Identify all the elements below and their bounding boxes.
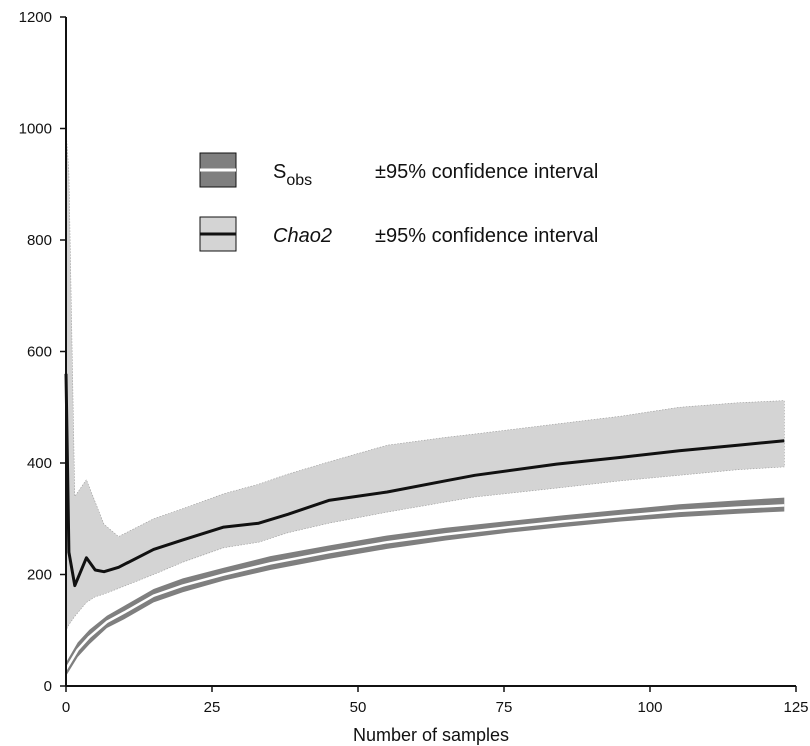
series-lines [64,373,785,670]
y-tick-label: 1000 [19,121,52,138]
ci-band-sobs [66,497,785,676]
x-tick-label: 25 [204,699,221,716]
confidence-bands [65,128,785,676]
legend-label: Chao2 [273,225,332,247]
legend-label-sub: obs [286,172,312,189]
y-tick-label: 400 [27,455,52,472]
x-tick-label: 75 [496,699,513,716]
ci-band-chao2 [65,128,785,631]
ticks: 0 25 50 75 100 125 0 200 400 600 800 1000 1200 [19,9,809,716]
legend-ci-label: ±95% confidence interval [375,161,598,183]
y-tick-label: 800 [27,232,52,249]
y-tick-label: 200 [27,567,52,584]
legend: Sobs ±95% confidence interval Chao2 ±95% co… [199,152,598,252]
x-tick-label: 125 [783,699,808,716]
x-tick-label: 50 [350,699,367,716]
legend-label-main: Chao2 [273,225,332,247]
series-line-chao2 [64,373,785,588]
y-tick-label: 1200 [19,9,52,26]
y-tick-label: 0 [44,678,52,695]
series-line-sobs [64,504,785,670]
legend-item-sobs: Sobs ±95% confidence interval [199,152,598,189]
legend-label-main: S [273,161,286,183]
y-tick-label: 600 [27,344,52,361]
x-tick-label: 100 [637,699,662,716]
legend-label: Sobs [273,161,312,189]
legend-ci-label: ±95% confidence interval [375,225,598,247]
legend-item-chao2: Chao2 ±95% confidence interval [199,216,598,252]
x-tick-label: 0 [62,699,70,716]
x-axis-label: Number of samples [353,725,509,745]
